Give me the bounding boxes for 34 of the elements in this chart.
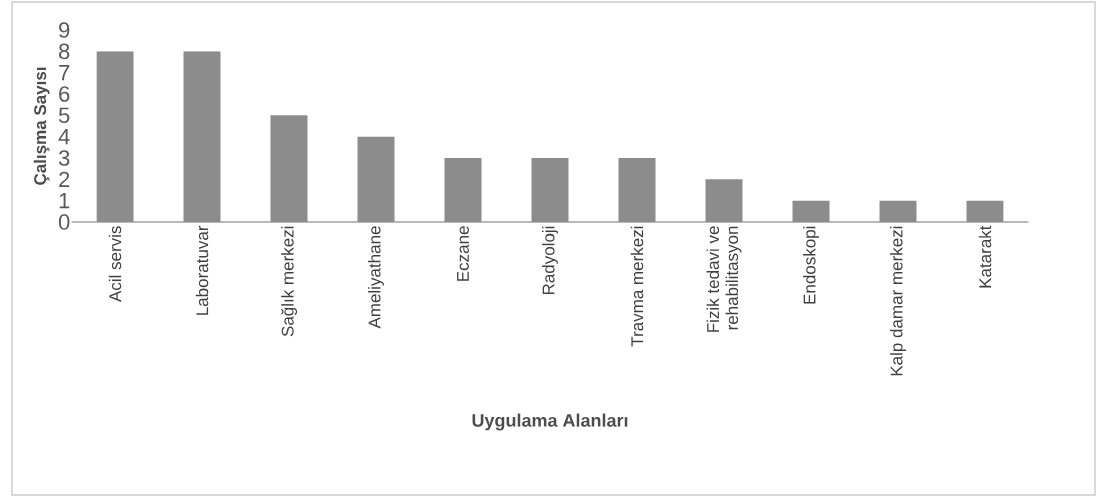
x-tick-label: Katarakt xyxy=(978,225,992,288)
bar xyxy=(879,200,917,222)
bar xyxy=(357,136,395,222)
bar xyxy=(705,179,743,222)
bar xyxy=(792,200,830,222)
bar xyxy=(96,51,134,222)
y-tick-label: 4 xyxy=(58,129,70,145)
y-tick-label: 6 xyxy=(59,86,70,102)
bar xyxy=(618,158,656,222)
y-tick-label: 9 xyxy=(59,22,70,38)
bar xyxy=(183,51,221,222)
x-tick-label: Ameliyathane xyxy=(368,226,384,329)
x-axis-title: Uygulama Alanları xyxy=(472,413,628,431)
bar xyxy=(444,158,482,222)
x-tick-label: Endoskopi xyxy=(803,226,819,304)
x-tick-label: Acil servis xyxy=(108,226,122,303)
x-tick-label: Sağlık merkezi xyxy=(280,226,298,337)
y-axis-title: Çalışma Sayısı xyxy=(33,67,50,185)
y-tick-label: 2 xyxy=(59,171,70,188)
x-tick-label: Travma merkezi xyxy=(630,226,644,347)
x-tick-label: Laboratuvar xyxy=(195,225,209,315)
bar xyxy=(966,200,1004,222)
y-tick-label: 3 xyxy=(58,150,70,166)
y-tick-label: 1 xyxy=(59,193,70,209)
bar xyxy=(270,115,308,222)
bar xyxy=(531,158,569,222)
x-tick-label: Kalp damar merkezi xyxy=(890,226,906,376)
y-tick-label: 7 xyxy=(59,65,70,81)
y-tick-label: 0 xyxy=(58,214,70,230)
y-tick-label: 8 xyxy=(59,43,70,60)
y-tick-label: 5 xyxy=(58,107,70,124)
x-tick-label: Fizik tedavi ve rehabilitasyon xyxy=(706,226,742,332)
x-tick-label: Radyoloji xyxy=(542,226,558,295)
x-tick-label: Eczane xyxy=(457,226,469,281)
